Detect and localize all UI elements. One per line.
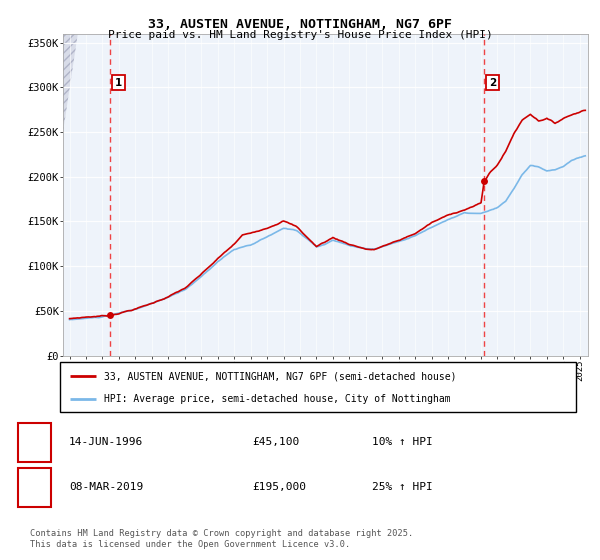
Text: 14-JUN-1996: 14-JUN-1996 [69,437,143,447]
Text: Contains HM Land Registry data © Crown copyright and database right 2025.
This d: Contains HM Land Registry data © Crown c… [30,529,413,549]
Text: HPI: Average price, semi-detached house, City of Nottingham: HPI: Average price, semi-detached house,… [104,394,451,404]
Text: 33, AUSTEN AVENUE, NOTTINGHAM, NG7 6PF (semi-detached house): 33, AUSTEN AVENUE, NOTTINGHAM, NG7 6PF (… [104,371,457,381]
Text: 25% ↑ HPI: 25% ↑ HPI [372,482,433,492]
Text: £45,100: £45,100 [252,437,299,447]
Text: 2: 2 [31,482,38,492]
Text: 08-MAR-2019: 08-MAR-2019 [69,482,143,492]
Text: 1: 1 [115,78,122,88]
Text: £195,000: £195,000 [252,482,306,492]
Text: Price paid vs. HM Land Registry's House Price Index (HPI): Price paid vs. HM Land Registry's House … [107,30,493,40]
Text: 1: 1 [31,437,38,447]
Text: 2: 2 [489,78,496,88]
Text: 33, AUSTEN AVENUE, NOTTINGHAM, NG7 6PF: 33, AUSTEN AVENUE, NOTTINGHAM, NG7 6PF [148,18,452,31]
Polygon shape [63,34,78,132]
Text: 10% ↑ HPI: 10% ↑ HPI [372,437,433,447]
FancyBboxPatch shape [60,362,576,412]
